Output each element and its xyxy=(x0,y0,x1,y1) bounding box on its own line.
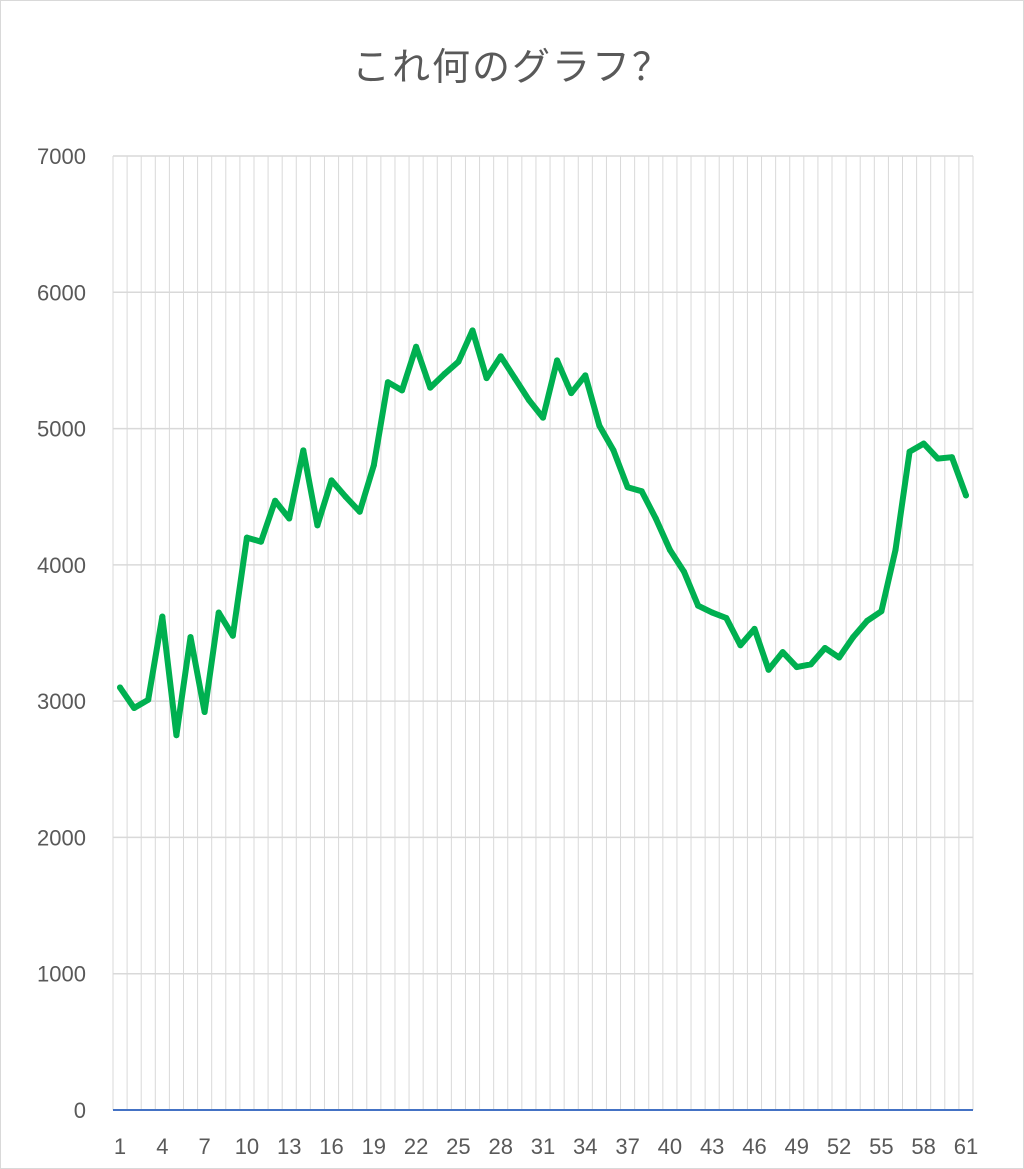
data-point xyxy=(554,357,561,364)
x-tick-label: 52 xyxy=(827,1134,851,1159)
data-point xyxy=(821,644,828,651)
y-tick-label: 2000 xyxy=(37,825,86,850)
y-axis-tick-labels: 0 1000 2000 3000 4000 5000 6000 7000 xyxy=(37,144,86,1123)
data-point xyxy=(807,661,814,668)
series-line xyxy=(117,327,969,739)
data-point xyxy=(666,546,673,553)
data-point xyxy=(511,375,518,382)
data-point xyxy=(272,497,279,504)
data-point xyxy=(962,492,969,499)
data-point xyxy=(258,538,265,545)
data-point xyxy=(864,617,871,624)
data-point xyxy=(427,384,434,391)
x-tick-label: 28 xyxy=(488,1134,512,1159)
data-point xyxy=(399,387,406,394)
data-point xyxy=(497,353,504,360)
data-point xyxy=(836,654,843,661)
data-point xyxy=(455,358,462,365)
data-point xyxy=(342,493,349,500)
data-point xyxy=(540,414,546,421)
x-tick-label: 40 xyxy=(658,1134,682,1159)
data-point xyxy=(878,608,885,615)
data-point xyxy=(356,508,363,515)
x-axis-tick-labels: 1 4 7 10 13 16 19 22 25 28 31 34 37 40 43 46 49 52 55 58 61 xyxy=(114,1134,978,1159)
x-tick-label: 4 xyxy=(156,1134,168,1159)
x-tick-label: 55 xyxy=(869,1134,893,1159)
x-tick-label: 61 xyxy=(954,1134,978,1159)
data-point xyxy=(920,440,927,447)
data-point xyxy=(568,390,575,397)
data-point xyxy=(948,454,955,461)
x-tick-label: 1 xyxy=(114,1134,126,1159)
data-point xyxy=(483,375,490,382)
chart-title: これ何のグラフ？ xyxy=(351,45,672,89)
y-tick-label: 0 xyxy=(74,1098,86,1123)
data-point xyxy=(159,613,166,620)
data-point xyxy=(328,477,335,484)
vertical-gridlines xyxy=(112,156,974,1110)
data-point xyxy=(638,488,645,495)
y-tick-label: 6000 xyxy=(37,280,86,305)
x-tick-label: 49 xyxy=(785,1134,809,1159)
data-point xyxy=(131,704,138,711)
x-tick-label: 10 xyxy=(235,1134,259,1159)
data-point xyxy=(892,546,899,553)
data-point xyxy=(779,649,786,656)
x-tick-label: 43 xyxy=(700,1134,724,1159)
data-point xyxy=(201,709,208,716)
data-point xyxy=(187,634,194,641)
x-tick-label: 13 xyxy=(277,1134,301,1159)
x-tick-label: 7 xyxy=(199,1134,211,1159)
y-tick-label: 5000 xyxy=(37,417,86,442)
data-point xyxy=(145,696,152,703)
x-tick-label: 19 xyxy=(362,1134,386,1159)
data-point xyxy=(906,448,913,455)
data-point xyxy=(765,666,772,673)
x-tick-label: 31 xyxy=(531,1134,555,1159)
data-point xyxy=(370,462,377,469)
x-tick-label: 37 xyxy=(615,1134,639,1159)
data-point xyxy=(229,632,236,639)
x-tick-label: 46 xyxy=(742,1134,766,1159)
x-tick-label: 25 xyxy=(446,1134,470,1159)
data-point xyxy=(413,343,420,350)
data-point xyxy=(934,455,941,462)
series-layer xyxy=(117,327,969,739)
x-tick-label: 16 xyxy=(319,1134,343,1159)
data-point xyxy=(680,568,687,575)
y-tick-label: 3000 xyxy=(37,689,86,714)
x-tick-label: 58 xyxy=(911,1134,935,1159)
y-tick-label: 7000 xyxy=(37,144,86,169)
data-point xyxy=(793,664,800,671)
data-point xyxy=(624,484,631,491)
data-point xyxy=(525,396,532,403)
data-point xyxy=(582,372,589,379)
data-point xyxy=(173,732,180,739)
data-point xyxy=(709,609,716,616)
data-point xyxy=(117,684,124,691)
data-point xyxy=(596,422,603,429)
x-tick-label: 34 xyxy=(573,1134,597,1159)
data-point xyxy=(751,625,758,632)
data-point xyxy=(243,534,250,541)
y-tick-label: 4000 xyxy=(37,553,86,578)
data-point xyxy=(469,327,476,334)
data-point xyxy=(610,447,617,454)
horizontal-gridlines xyxy=(113,155,973,975)
data-point xyxy=(850,634,857,641)
data-point xyxy=(300,447,307,454)
x-tick-label: 22 xyxy=(404,1134,428,1159)
data-point xyxy=(384,379,391,386)
data-point xyxy=(215,609,222,616)
data-point xyxy=(737,642,744,649)
y-tick-label: 1000 xyxy=(37,962,86,987)
data-point xyxy=(314,522,321,529)
data-point xyxy=(723,615,730,622)
data-point xyxy=(441,371,448,378)
data-point xyxy=(286,515,293,522)
data-point xyxy=(652,515,659,522)
data-point xyxy=(695,602,702,609)
